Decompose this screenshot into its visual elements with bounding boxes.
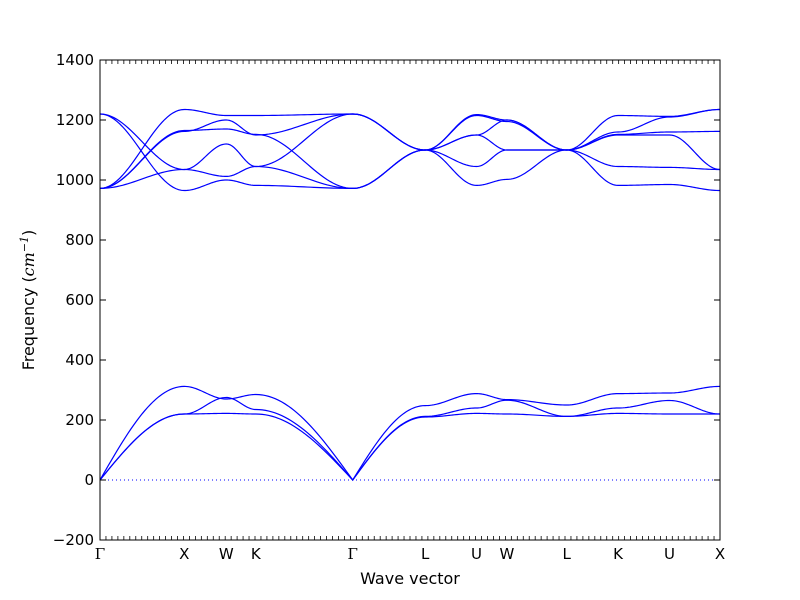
y-tick-label: 1200 [56,111,94,129]
y-tick-label: 800 [65,231,94,249]
y-tick-label: 200 [65,411,94,429]
ticks-layer [99,59,721,541]
x-tick-label: U [471,545,482,563]
y-axis-label-exponent: −1 [18,236,31,252]
x-tick-label: Γ [348,545,358,563]
y-tick-label: −200 [53,531,94,549]
y-axis-label-prefix: Frequency ( [19,276,38,370]
y-tick-label: 400 [65,351,94,369]
x-tick-label: L [421,545,430,563]
y-axis-label-unit: cm [19,252,38,276]
x-tick-label: Γ [95,545,105,563]
x-tick-label: X [179,545,189,563]
band-8-line [99,108,721,190]
x-tick-label: W [499,545,514,563]
x-tick-label: K [251,545,262,563]
x-axis-label: Wave vector [360,569,460,588]
plot-frame [99,59,721,541]
x-tick-label: X [715,545,725,563]
band-6-line [99,113,721,189]
band-3-line [99,412,720,481]
band-2-line [99,396,721,481]
y-tick-label: 600 [65,291,94,309]
band-4-line [99,113,721,192]
y-tick-label: 0 [84,471,94,489]
x-tick-label: W [219,545,234,563]
series-layer [99,108,721,482]
y-axis-label: Frequency (cm−1) [18,230,39,371]
y-tick-label: 1000 [56,171,94,189]
band-9-line [99,108,721,189]
x-tick-label: L [563,545,572,563]
x-tick-label: K [613,545,624,563]
x-tick-label: U [664,545,675,563]
band-5-line [99,113,721,190]
y-tick-label: 1400 [56,51,94,69]
band-7-line [99,113,720,189]
band-1-line [99,385,721,482]
y-axis-label-suffix: ) [19,230,38,236]
